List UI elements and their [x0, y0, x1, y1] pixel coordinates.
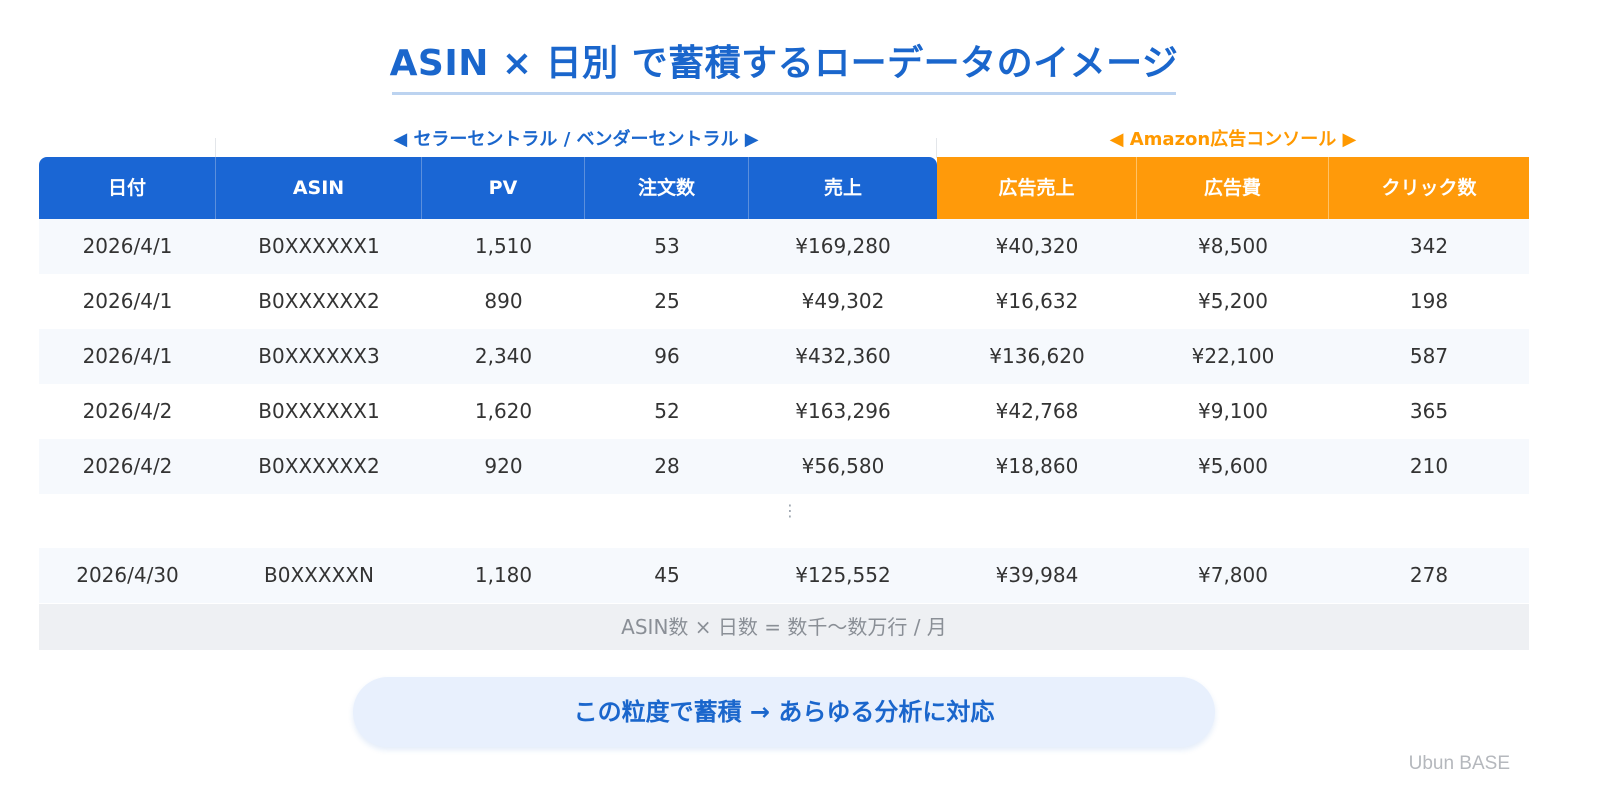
cell-date: 2026/4/2: [82, 399, 173, 423]
title-underline: [392, 92, 1176, 95]
table-row: 2026/4/2 B0XXXXXX2 920 28 ¥56,580 ¥18,860 ¥5,6…: [39, 439, 1529, 494]
row-count-summary: ASIN数 × 日数 = 数千〜数万行 / 月: [39, 604, 1529, 650]
raw-data-table: 日付 ASIN PV 注文数 売上 広告売上 広告費 クリック数 2026/4/…: [39, 157, 1529, 603]
page-title: ASIN × 日別 で蓄積するローデータのイメージ: [389, 43, 1179, 84]
cell-orders: 45: [654, 563, 680, 587]
cell-pv: 1,510: [474, 234, 533, 258]
brand-logo-text: Ubun BASE: [1408, 753, 1510, 774]
table-row: 2026/4/1 B0XXXXXX2 890 25 ¥49,302 ¥16,632 ¥5,2…: [39, 274, 1529, 329]
column-header-orders: 注文数: [585, 157, 749, 219]
table-row-last: 2026/4/30 B0XXXXXN 1,180 45 ¥125,552 ¥39,984 ¥…: [39, 548, 1529, 603]
cell-ad-sales: ¥40,320: [995, 234, 1079, 258]
group-divider-right: [936, 138, 937, 158]
cell-date: 2026/4/2: [82, 454, 173, 478]
cell-clicks: 342: [1409, 234, 1449, 258]
table-row: 2026/4/2 B0XXXXXX1 1,620 52 ¥163,296 ¥42,768 ¥…: [39, 384, 1529, 439]
cell-ad-cost: ¥5,200: [1198, 289, 1268, 313]
cell-date: 2026/4/1: [82, 234, 173, 258]
cell-ad-sales: ¥39,984: [995, 563, 1079, 587]
conclusion-banner: この粒度で蓄積 → あらゆる分析に対応: [353, 677, 1215, 747]
cell-ad-sales: ¥136,620: [989, 344, 1085, 368]
cell-orders: 28: [654, 454, 680, 478]
cell-sales: ¥125,552: [795, 563, 891, 587]
group-label-seller-central: ◀ セラーセントラル / ベンダーセントラル ▶: [393, 129, 759, 150]
cell-ad-cost: ¥5,600: [1198, 454, 1268, 478]
cell-sales: ¥432,360: [795, 344, 891, 368]
cell-clicks: 278: [1409, 563, 1449, 587]
cell-orders: 53: [654, 234, 680, 258]
table-body: 2026/4/1 B0XXXXXX1 1,510 53 ¥169,280 ¥40,320 ¥…: [39, 219, 1529, 494]
cell-ad-sales: ¥18,860: [995, 454, 1079, 478]
cell-orders: 52: [654, 399, 680, 423]
column-header-pv: PV: [422, 157, 585, 219]
cell-ad-cost: ¥9,100: [1198, 399, 1268, 423]
cell-asin: B0XXXXXX3: [258, 344, 380, 368]
column-header-asin: ASIN: [216, 157, 422, 219]
cell-sales: ¥169,280: [795, 234, 891, 258]
column-header-ad-cost: 広告費: [1137, 157, 1329, 219]
cell-orders: 96: [654, 344, 680, 368]
cell-sales: ¥56,580: [801, 454, 885, 478]
vertical-ellipsis-icon: ⋮: [782, 501, 798, 520]
cell-pv: 1,620: [474, 399, 533, 423]
cell-ad-cost: ¥7,800: [1198, 563, 1268, 587]
group-label-amazon-ads: ◀ Amazon広告コンソール ▶: [1109, 129, 1357, 150]
column-header-clicks: クリック数: [1329, 157, 1529, 219]
column-header-sales: 売上: [749, 157, 937, 219]
column-header-ad-sales: 広告売上: [937, 157, 1137, 219]
cell-ad-sales: ¥16,632: [995, 289, 1079, 313]
cell-pv: 2,340: [474, 344, 533, 368]
table-row: 2026/4/1 B0XXXXXX3 2,340 96 ¥432,360 ¥136,620…: [39, 329, 1529, 384]
cell-date: 2026/4/1: [82, 289, 173, 313]
cell-clicks: 198: [1409, 289, 1449, 313]
cell-pv: 1,180: [474, 563, 533, 587]
cell-asin: B0XXXXXX1: [258, 234, 380, 258]
cell-date: 2026/4/1: [82, 344, 173, 368]
column-header-date: 日付: [39, 157, 216, 219]
cell-sales: ¥49,302: [801, 289, 885, 313]
cell-orders: 25: [654, 289, 680, 313]
cell-pv: 890: [484, 289, 523, 313]
table-ellipsis-row: ⋮: [39, 494, 1529, 548]
cell-pv: 920: [484, 454, 523, 478]
group-divider-left: [215, 138, 216, 158]
cell-clicks: 587: [1409, 344, 1449, 368]
cell-clicks: 365: [1409, 399, 1449, 423]
cell-ad-sales: ¥42,768: [995, 399, 1079, 423]
cell-ad-cost: ¥22,100: [1191, 344, 1275, 368]
cell-asin: B0XXXXXX2: [258, 289, 380, 313]
table-row: 2026/4/1 B0XXXXXX1 1,510 53 ¥169,280 ¥40,320 ¥…: [39, 219, 1529, 274]
table-header: 日付 ASIN PV 注文数 売上 広告売上 広告費 クリック数: [39, 157, 1529, 219]
cell-date: 2026/4/30: [76, 563, 179, 587]
cell-asin: B0XXXXXN: [264, 563, 374, 587]
cell-clicks: 210: [1409, 454, 1449, 478]
cell-asin: B0XXXXXX1: [258, 399, 380, 423]
cell-sales: ¥163,296: [795, 399, 891, 423]
cell-asin: B0XXXXXX2: [258, 454, 380, 478]
cell-ad-cost: ¥8,500: [1198, 234, 1268, 258]
